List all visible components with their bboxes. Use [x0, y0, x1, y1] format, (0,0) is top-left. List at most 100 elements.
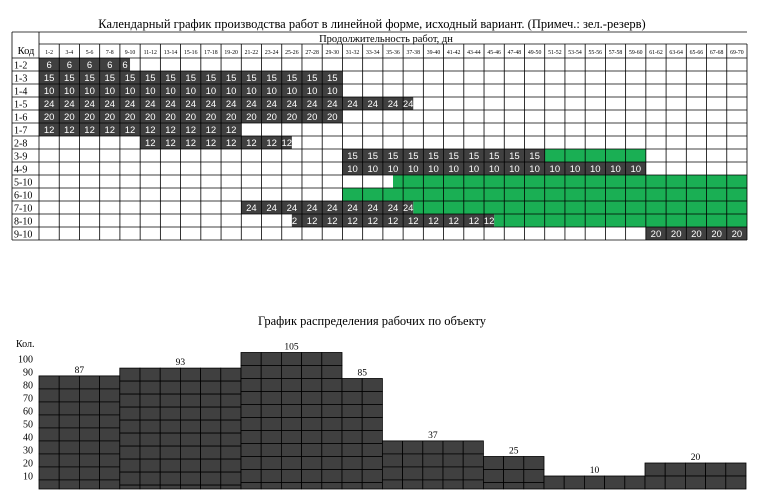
work-value-label: 24: [64, 99, 75, 110]
work-value-label: 10: [246, 86, 257, 97]
bar-cell: [179, 419, 201, 434]
bar-cell: [159, 432, 181, 447]
duration-header: Продолжительность работ, дн: [319, 34, 453, 45]
bar-cell: [179, 458, 201, 473]
histogram-bar: [159, 367, 181, 490]
bar-cell: [79, 479, 101, 490]
work-bar: [39, 84, 343, 97]
bar-cell: [341, 430, 363, 444]
column-label: 57-58: [609, 50, 623, 56]
bar-cell: [482, 482, 504, 490]
bar-cell: [361, 417, 383, 431]
bar-cell: [462, 453, 484, 468]
work-value-label: 15: [367, 151, 378, 162]
bar-cell: [119, 445, 141, 460]
bar-value-label: 93: [176, 358, 186, 368]
column-label: 23-24: [265, 50, 279, 56]
bar-cell: [200, 406, 222, 421]
column-label: 29-30: [326, 50, 340, 56]
bar-cell: [220, 471, 242, 486]
bar-cell: [220, 380, 242, 395]
bar-cell: [361, 469, 383, 483]
work-value-label: 15: [287, 73, 298, 84]
column-label: 41-42: [447, 50, 461, 56]
work-value-label: 24: [327, 203, 338, 214]
bar-cell: [664, 475, 686, 490]
bar-cell: [179, 393, 201, 408]
work-value-label: 15: [448, 151, 459, 162]
work-bar: [39, 71, 343, 84]
y-tick-label: 80: [23, 381, 33, 392]
bar-cell: [159, 380, 181, 395]
bar-cell: [341, 456, 363, 470]
bar-cell: [159, 406, 181, 421]
histogram-bar: [422, 440, 444, 490]
work-value-label: 10: [367, 164, 378, 175]
bar-cell: [280, 391, 302, 405]
bar-cell: [159, 484, 181, 490]
bar-cell: [301, 365, 323, 379]
bar-cell: [442, 440, 464, 455]
column-label: 47-48: [508, 50, 522, 56]
histogram-bar: [99, 375, 121, 490]
bar-value-label: 87: [75, 366, 85, 376]
bar-cell: [381, 440, 403, 455]
work-value-label: 20: [206, 112, 217, 123]
bar-cell: [79, 440, 101, 455]
bar-cell: [321, 482, 343, 490]
column-label: 7-8: [106, 50, 114, 56]
histogram-bar: [220, 367, 242, 490]
work-value-label: 24: [388, 203, 399, 214]
work-value-label: 10: [448, 164, 459, 175]
row-code: 1-3: [14, 74, 27, 85]
bar-cell: [260, 443, 282, 457]
bar-cell: [139, 419, 161, 434]
bar-cell: [58, 479, 80, 490]
work-value-label: 10: [388, 164, 399, 175]
histogram-bar: [341, 378, 363, 490]
bar-cell: [139, 471, 161, 486]
bar-cell: [321, 365, 343, 379]
work-value-label: 24: [246, 203, 257, 214]
bar-value-label: 85: [357, 369, 367, 379]
bar-cell: [159, 419, 181, 434]
bar-cell: [79, 427, 101, 442]
work-value-label: 12: [246, 138, 257, 149]
bar-cell: [159, 367, 181, 382]
column-label: 21-22: [245, 50, 259, 56]
bar-cell: [604, 475, 626, 490]
bar-cell: [240, 469, 262, 483]
bar-cell: [321, 430, 343, 444]
work-value-label: 6: [46, 60, 51, 71]
bar-cell: [301, 443, 323, 457]
work-value-label: 12: [206, 138, 217, 149]
work-value-label: 15: [125, 73, 136, 84]
bar-cell: [200, 419, 222, 434]
bar-cell: [139, 445, 161, 460]
bar-cell: [240, 417, 262, 431]
work-value-label: 24: [226, 99, 237, 110]
bar-cell: [341, 404, 363, 418]
y-tick-label: 20: [23, 459, 33, 470]
bar-cell: [341, 391, 363, 405]
bar-cell: [240, 430, 262, 444]
bar-cell: [462, 466, 484, 481]
bar-cell: [179, 471, 201, 486]
bar-cell: [79, 388, 101, 403]
bar-cell: [220, 406, 242, 421]
work-value-label: 12: [266, 138, 277, 149]
bar-cell: [523, 482, 545, 490]
work-value-label: 12: [64, 125, 75, 136]
work-value-label: 24: [84, 99, 95, 110]
y-tick-label: 100: [18, 355, 33, 366]
bar-cell: [321, 391, 343, 405]
histogram-bar: [402, 440, 424, 490]
bar-cell: [664, 462, 686, 477]
work-value-label: 15: [64, 73, 75, 84]
work-bar: [39, 97, 414, 110]
row-code: 2-8: [14, 139, 27, 150]
bar-cell: [280, 352, 302, 366]
work-value-label: 10: [165, 86, 176, 97]
histogram-bar: [280, 352, 302, 490]
work-value-label: 24: [165, 99, 176, 110]
